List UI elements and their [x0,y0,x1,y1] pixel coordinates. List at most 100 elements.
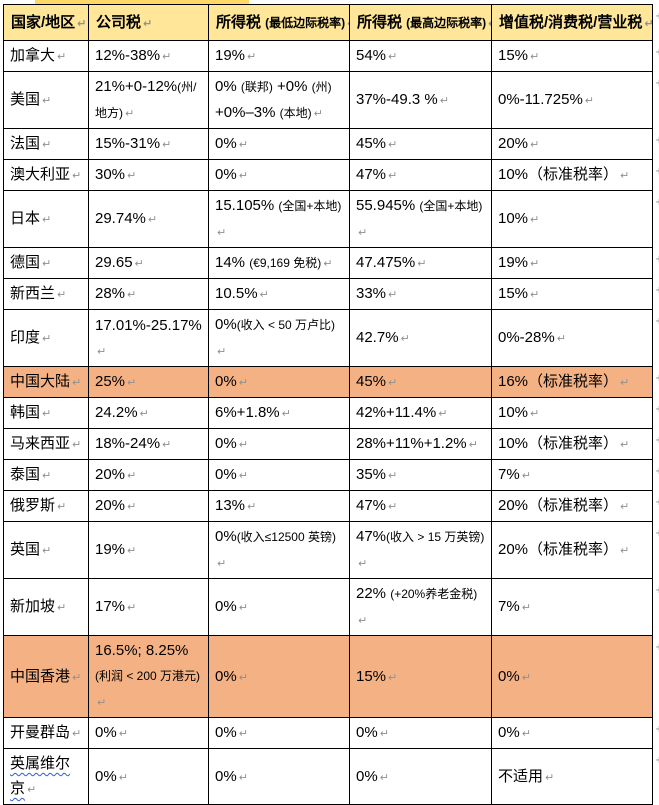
end-of-cell-mark: ↵ [400,332,410,345]
cell-text: 16%（标准税率） [498,373,619,390]
end-of-cell-mark: ↵ [238,601,248,614]
end-of-cell-mark: ↵ [57,601,67,614]
end-of-cell-mark: ↵ [238,438,248,451]
cell-text: 0% [356,724,378,741]
end-of-row-mark: + [655,12,659,22]
value-cell: 0% ↵ [208,366,350,398]
cell-text: 54% [356,47,387,64]
value-cell: 14% (€9,169 免税) ↵ [208,247,350,279]
value-cell: 37%-49.3 % ↵ [349,71,492,129]
cell-text: 10%（标准税率） [498,435,619,452]
table-row: 韩国 ↵ 24.2% ↵ 6%+1.8% ↵ 42%+11.4% ↵ 10% ↵ [3,397,653,429]
end-of-cell-mark: ↵ [530,138,540,151]
value-cell: 0% ↵ [88,717,209,749]
value-cell: 28% ↵ [88,278,209,310]
value-cell: 19% ↵ [88,521,209,579]
value-cell: 0% ↵ [208,159,350,191]
value-cell: 10% ↵ [491,190,653,248]
value-cell: 54% ↵ [349,40,492,72]
cell-text: 42%+11.4% [356,404,437,421]
cell-text: 0% [95,767,117,785]
cell-text: 10% [498,404,529,421]
cell-text: 28%+11%+1.2% [356,435,467,452]
end-of-cell-mark: ↵ [358,226,368,239]
cell-text: (€9,169 免税) [249,256,322,270]
end-of-row-mark: + [655,79,659,89]
end-of-row-mark: + [655,467,659,477]
cell-text: 0% [215,166,237,183]
cell-text: 泰国 [10,466,41,483]
value-cell: 15% ↵ [349,635,492,718]
end-of-cell-mark: ↵ [118,727,128,740]
value-cell: 30% ↵ [88,159,209,191]
end-of-cell-mark: ↵ [72,169,82,182]
cell-text: 15% [498,285,529,302]
end-of-cell-mark: ↵ [72,727,82,740]
cell-text: 所得税 [216,13,266,31]
value-cell: 17% ↵ [88,578,209,636]
cell-text: 法国 [10,135,41,152]
cell-text: 不适用 [498,767,544,785]
cell-text: (本地) [279,106,312,120]
end-of-cell-mark: ↵ [127,469,137,482]
country-cell: 泰国 ↵ [3,459,89,491]
cell-text: 0% [215,135,237,152]
end-of-cell-mark: ↵ [530,288,540,301]
end-of-cell-mark: ↵ [72,670,82,684]
end-of-cell-mark: ↵ [162,138,172,151]
value-cell: 0%-11.725% ↵ [491,71,653,129]
end-of-cell-mark: ↵ [468,438,478,451]
cell-text: 21%+0-12% [95,78,178,95]
value-cell: 0% ↵ [349,748,492,805]
country-cell: 加拿大 ↵ [3,40,89,72]
country-cell: 马来西亚 ↵ [3,428,89,460]
end-of-cell-mark: ↵ [118,770,128,784]
end-of-row-mark: + [655,725,659,735]
table-row: 澳大利亚 ↵ 30% ↵ 0% ↵ 47% ↵ 10%（标准税率） ↵ [3,159,653,191]
cell-text: 10% [498,210,529,227]
value-cell: 0% ↵ [208,459,350,491]
cell-text: 17.01%-25.17% [95,316,202,334]
highlighted-text-strip [35,0,249,4]
cell-text: 日本 [10,210,41,227]
end-of-cell-mark: ↵ [417,257,427,270]
cell-text: 新西兰 [10,285,56,302]
end-of-cell-mark: ↵ [139,407,149,420]
end-of-cell-mark: ↵ [42,94,52,107]
value-cell: 24.2% ↵ [88,397,209,429]
end-of-cell-mark: ↵ [238,169,248,182]
end-of-row-mark: + [655,317,659,327]
cell-text: 0% [215,373,237,390]
end-of-cell-mark: ↵ [127,500,137,513]
cell-text: 0% [215,435,237,452]
end-of-row-mark: + [655,48,659,58]
end-of-cell-mark: ↵ [97,696,107,709]
end-of-cell-mark: ↵ [127,601,137,614]
cell-text: (+20%养老金税) [390,587,478,601]
cell-text: 0%-11.725% [498,91,583,108]
country-cell: 俄罗斯 ↵ [3,490,89,522]
end-of-cell-mark: ↵ [42,138,52,151]
value-cell: 13% ↵ [208,490,350,522]
cell-text: 加拿大 [10,47,56,64]
cell-text: 15%-31% [95,135,161,152]
cell-text: 20% [95,466,126,483]
cell-text: (州/地方) [95,80,197,120]
country-cell: 日本 ↵ [3,190,89,248]
end-of-cell-mark: ↵ [238,469,248,482]
end-of-cell-mark: ↵ [556,332,566,345]
cell-text: 20%（标准税率） [498,541,619,558]
cell-text: 10%（标准税率） [498,166,619,183]
end-of-row-mark: + [655,643,659,653]
country-cell: 美国 ↵ [3,71,89,129]
country-cell: 开曼群岛 ↵ [3,717,89,749]
country-cell: 印度 ↵ [3,309,89,367]
end-of-cell-mark: ↵ [521,670,531,684]
table-row: 德国 ↵ 29.65 ↵ 14% (€9,169 免税) ↵ 47.475% ↵ 19% ↵ [3,247,653,279]
country-cell: 法国 ↵ [3,128,89,160]
end-of-cell-mark: ↵ [388,670,398,684]
cell-text: 0% [215,78,241,95]
end-of-cell-mark: ↵ [388,50,398,63]
value-cell: 55.945% (全国+本地) ↵ [349,190,492,248]
value-cell: 25% ↵ [88,366,209,398]
